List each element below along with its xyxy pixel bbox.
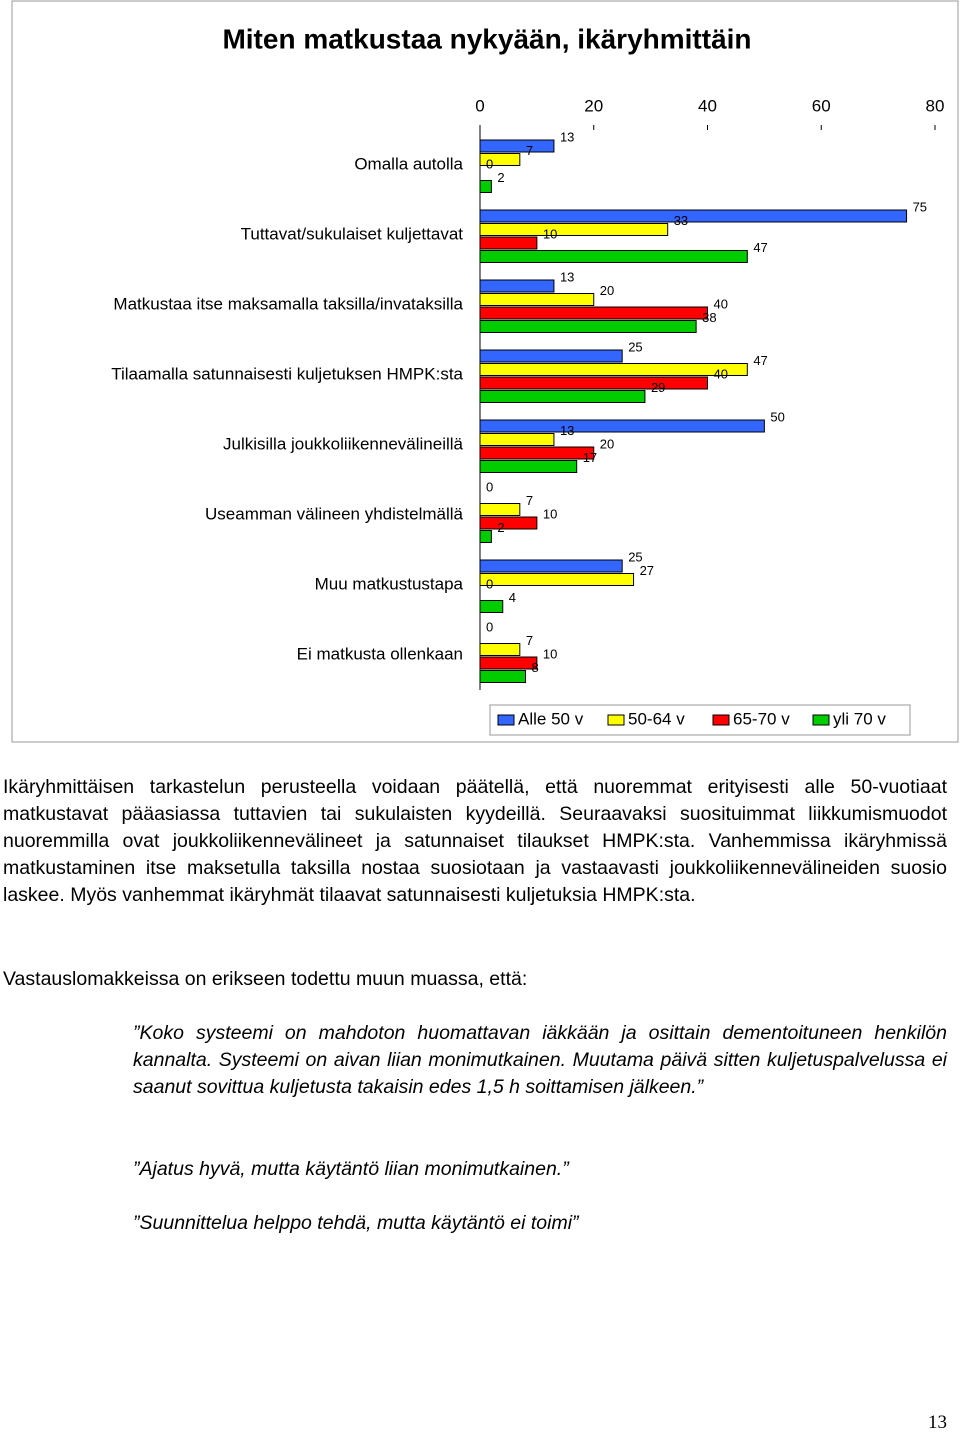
- legend-frame: [489, 704, 911, 736]
- value-label: 50: [770, 409, 784, 424]
- bar: [479, 516, 538, 530]
- value-label: 27: [640, 563, 654, 578]
- value-label: 47: [753, 353, 767, 368]
- bar: [479, 223, 669, 236]
- value-label: 38: [702, 310, 716, 325]
- value-label: 40: [714, 296, 728, 311]
- value-label: 75: [913, 199, 927, 214]
- bar: [479, 670, 526, 683]
- category-label: Tuttavat/sukulaiset kuljettavat: [241, 224, 464, 243]
- value-label: 8: [532, 660, 539, 675]
- bar: [479, 306, 708, 320]
- bar: [479, 419, 765, 433]
- value-label: 4: [509, 590, 516, 605]
- value-label: 13: [560, 129, 574, 144]
- value-label: 40: [714, 366, 728, 381]
- legend-swatch: [607, 714, 625, 726]
- bar: [479, 236, 538, 250]
- legend-swatch: [812, 714, 830, 726]
- category-label: Matkustaa itse maksamalla taksilla/invat…: [113, 294, 463, 313]
- chart-title: Miten matkustaa nykyään, ikäryhmittäin: [222, 23, 751, 54]
- value-label: 20: [600, 283, 614, 298]
- legend-swatch: [497, 714, 515, 726]
- bar: [479, 573, 635, 586]
- bar: [479, 433, 555, 446]
- value-label: 7: [526, 633, 533, 648]
- bar: [479, 643, 521, 656]
- value-label: 10: [543, 646, 557, 661]
- x-tick-label: 0: [475, 96, 484, 115]
- value-label: 0: [486, 156, 493, 171]
- x-tick-label: 20: [584, 96, 603, 115]
- value-label: 2: [497, 170, 504, 185]
- value-label: 13: [560, 423, 574, 438]
- category-label: Useamman välineen yhdistelmällä: [205, 504, 464, 523]
- bar: [479, 293, 595, 306]
- category-label: Muu matkustustapa: [315, 574, 464, 593]
- bar: [479, 503, 521, 516]
- category-label: Tilaamalla satunnaisesti kuljetuksen HMP…: [111, 364, 463, 383]
- value-label: 33: [674, 213, 688, 228]
- quote: ”Suunnittelua helppo tehdä, mutta käytän…: [133, 1212, 579, 1234]
- value-label: 7: [526, 493, 533, 508]
- quote: ”Ajatus hyvä, mutta käytäntö liian monim…: [133, 1158, 569, 1180]
- page-number: 13: [928, 1412, 947, 1433]
- bar: [479, 446, 595, 460]
- x-tick-label: 60: [812, 96, 831, 115]
- bar: [479, 250, 748, 263]
- value-label: 17: [583, 450, 597, 465]
- category-label: Ei matkusta ollenkaan: [297, 644, 463, 663]
- bar: [479, 376, 708, 390]
- value-label: 29: [651, 380, 665, 395]
- quote: ”Koko systeemi on mahdoton huomattavan i…: [133, 1022, 947, 1098]
- value-label: 2: [497, 520, 504, 535]
- value-label: 20: [600, 436, 614, 451]
- value-label: 13: [560, 269, 574, 284]
- bar: [479, 139, 555, 153]
- bar: [479, 600, 504, 613]
- bar: [479, 559, 623, 573]
- paragraph: Ikäryhmittäisen tarkastelun perusteella …: [3, 776, 947, 906]
- bar: [479, 153, 521, 166]
- value-label: 0: [486, 479, 493, 494]
- value-label: 0: [486, 576, 493, 591]
- value-label: 25: [628, 549, 642, 564]
- value-label: 10: [543, 506, 557, 521]
- chart: Miten matkustaa nykyään, ikäryhmittäin 0…: [11, 0, 959, 743]
- legend-label: yli 70 v: [833, 709, 886, 728]
- legend-label: 65-70 v: [733, 709, 790, 728]
- paragraph: Vastauslomakkeissa on erikseen todettu m…: [3, 968, 528, 990]
- x-tick-label: 80: [926, 96, 945, 115]
- bar: [479, 349, 623, 363]
- value-label: 7: [526, 143, 533, 158]
- legend-label: Alle 50 v: [518, 709, 584, 728]
- bar: [479, 460, 578, 473]
- bar: [479, 530, 492, 543]
- bar: [479, 656, 538, 670]
- category-label: Omalla autolla: [354, 154, 463, 173]
- legend-label: 50-64 v: [628, 709, 685, 728]
- value-label: 25: [628, 339, 642, 354]
- legend-swatch: [712, 714, 730, 726]
- bar: [479, 279, 555, 293]
- value-label: 47: [753, 240, 767, 255]
- bar: [479, 180, 492, 193]
- bar: [479, 363, 748, 376]
- bar: [479, 320, 697, 333]
- bar: [479, 209, 908, 223]
- category-label: Julkisilla joukkoliikennevälineillä: [223, 434, 464, 453]
- bar: [479, 390, 646, 403]
- value-label: 10: [543, 226, 557, 241]
- x-tick-label: 40: [698, 96, 717, 115]
- value-label: 0: [486, 619, 493, 634]
